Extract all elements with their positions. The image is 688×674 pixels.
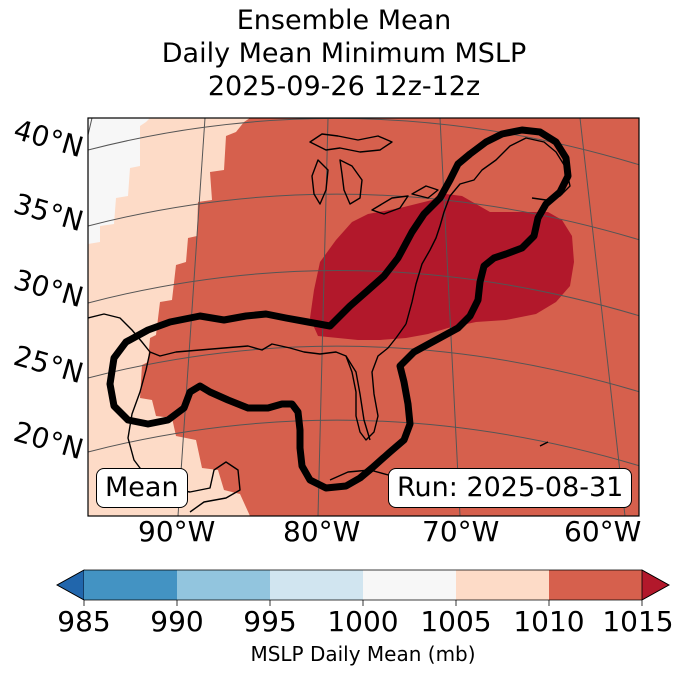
colorbar-segment-1005-1010 [456,570,549,600]
lat-label-40: 40°N [10,113,87,164]
colorbar-segment-990-995 [177,570,270,600]
colorbar-tick-1010: 1010 [513,605,585,638]
lon-label-70w: 70°W [422,515,499,548]
run-date-badge: Run: 2025-08-31 [388,468,633,508]
colorbar-segment-995-1000 [270,570,363,600]
title-line-3: 2025-09-26 12z-12z [207,71,481,102]
lon-label-80w: 80°W [283,515,360,548]
colorbar-segment-985-990 [84,570,177,600]
map-area [88,118,639,516]
colorbar-tick-1000: 1000 [327,605,399,638]
lon-label-60w: 60°W [564,515,641,548]
colorbar-tick-1015: 1015 [602,605,674,638]
colorbar-tick-990: 990 [150,605,204,638]
colorbar-label: MSLP Daily Mean (mb) [250,642,476,666]
mslp-contour [106,126,572,492]
title-line-2: Daily Mean Minimum MSLP [161,38,527,69]
map-frame [87,117,640,517]
field-above-1015 [310,194,574,340]
colorbar [56,569,670,606]
lat-label-30: 30°N [10,263,87,314]
title-line-1: Ensemble Mean [236,5,452,36]
colorbar-extend-low [56,569,85,601]
colorbar-tick-985: 985 [57,605,111,638]
colorbar-tick-1005: 1005 [420,605,492,638]
colorbar-tick-995: 995 [243,605,297,638]
lat-label-25: 25°N [10,339,87,390]
lat-label-20: 20°N [10,415,87,466]
colorbar-segment-1010-1015 [549,570,642,600]
colorbar-extend-high [641,569,670,601]
field-1000-1005 [88,118,150,244]
colorbar-segment-1000-1005 [363,570,456,600]
lon-label-90w: 90°W [138,515,215,548]
lat-label-35: 35°N [10,187,87,238]
mean-badge: Mean [96,468,188,508]
